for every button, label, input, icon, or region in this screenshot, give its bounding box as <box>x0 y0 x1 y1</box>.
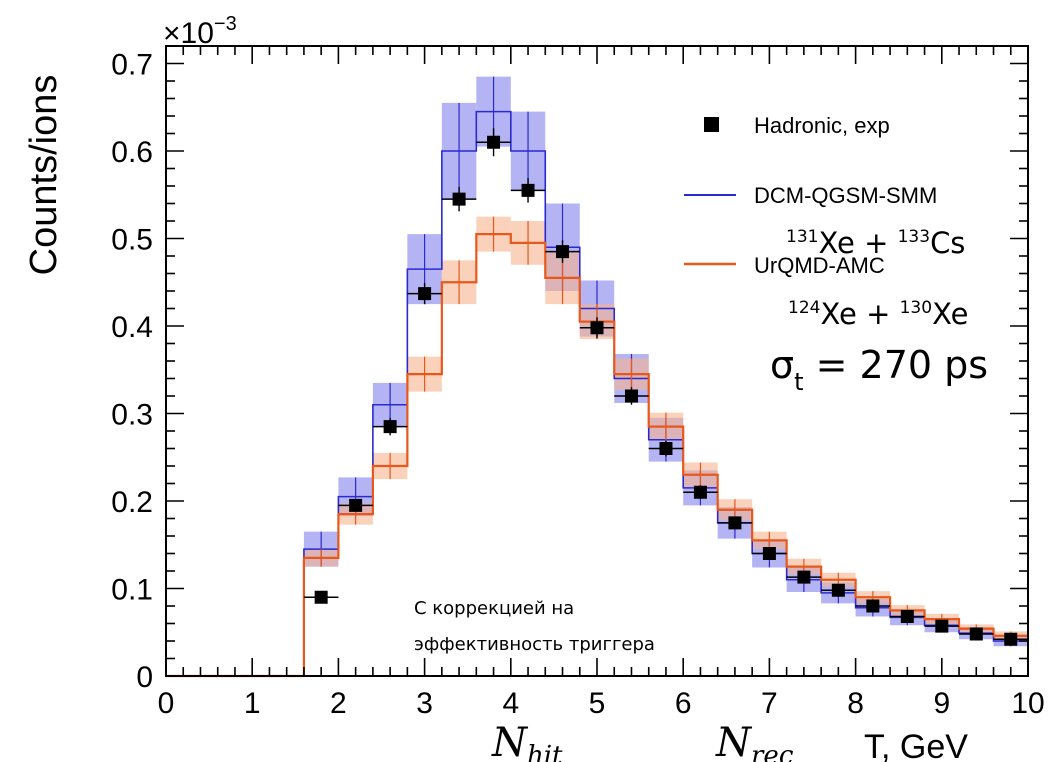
axis-ticks <box>165 46 1029 677</box>
exp-point-18 <box>935 619 949 633</box>
legend: Hadronic, exp DCM-QGSM-SMM UrQMD-AMC <box>684 113 937 278</box>
exp-point-2 <box>383 420 397 434</box>
y-tick-label: 0.5 <box>111 224 153 257</box>
x-tick-label: 1 <box>244 687 261 720</box>
exp-point-4 <box>452 192 466 206</box>
x-tick-label: 8 <box>847 687 864 720</box>
exp-point-15 <box>831 583 845 597</box>
exp-point-3 <box>418 287 432 301</box>
exp-point-9 <box>624 389 638 403</box>
x-tick-label: 4 <box>502 687 519 720</box>
y-tick-label: 0.1 <box>111 574 153 607</box>
y-tick-label: 0.6 <box>111 136 153 169</box>
legend-label-dcm: DCM-QGSM-SMM <box>754 183 937 208</box>
exp-point-5 <box>487 135 501 149</box>
exp-point-17 <box>900 610 914 623</box>
x-title-nrec: Nrec <box>715 720 794 762</box>
x-tick-label: 7 <box>761 687 778 720</box>
x-title-nhit: Nhit <box>491 720 563 762</box>
exp-point-11 <box>693 485 707 499</box>
exp-point-20 <box>1004 632 1018 646</box>
x-tick-label: 5 <box>589 687 606 720</box>
x-tick-label: 0 <box>158 687 175 720</box>
x-tick-label: 9 <box>933 687 950 720</box>
x-tick-labels: 0 1 2 3 4 5 6 7 8 9 10 <box>158 687 1045 720</box>
x-tick-label: 2 <box>330 687 347 720</box>
trigger-note-line1: С коррекцией на <box>414 598 574 619</box>
y-tick-label: 0.3 <box>111 399 153 432</box>
legend-label-urqmd: UrQMD-AMC <box>754 253 885 278</box>
exp-point-12 <box>728 516 742 530</box>
trigger-note-line2: эффективность триггера <box>414 634 655 655</box>
experimental-points <box>303 128 1028 646</box>
model-lines <box>166 76 1028 678</box>
y-axis-label: Counts/ions <box>23 75 65 276</box>
y-tick-label: 0.4 <box>111 311 153 344</box>
reaction-xe131-cs133: 131Xe + 133Cs <box>786 226 965 260</box>
exp-point-0 <box>314 590 328 604</box>
exp-point-8 <box>590 321 604 335</box>
exp-point-10 <box>659 442 673 455</box>
y-tick-label: 0.7 <box>111 49 153 82</box>
exp-point-14 <box>797 570 811 584</box>
exp-point-1 <box>349 498 363 512</box>
y-multiplier: ×10−3 <box>163 13 237 50</box>
x-tick-label: 3 <box>416 687 433 720</box>
y-tick-label: 0 <box>136 661 153 694</box>
reaction-xe124-xe130: 124Xe + 130Xe <box>788 297 968 331</box>
exp-point-19 <box>969 627 983 641</box>
exp-point-13 <box>762 547 776 560</box>
y-tick-label: 0.2 <box>111 486 153 519</box>
time-resolution: σt = 270 ps <box>770 343 988 396</box>
exp-point-16 <box>866 599 880 613</box>
y-tick-labels: 0 0.1 0.2 0.3 0.4 0.5 0.6 0.7 <box>111 49 153 695</box>
x-tick-label: 10 <box>1011 687 1044 720</box>
x-tick-label: 6 <box>675 687 692 720</box>
exp-point-6 <box>521 183 535 197</box>
x-axis-titles: Nhit Nrec T, GeV <box>491 720 968 762</box>
urqmd-step-line <box>166 233 1028 678</box>
exp-point-7 <box>556 245 570 259</box>
legend-marker-exp <box>704 117 719 132</box>
x-title-tgev: T, GeV <box>864 728 968 762</box>
legend-label-exp: Hadronic, exp <box>754 113 890 138</box>
